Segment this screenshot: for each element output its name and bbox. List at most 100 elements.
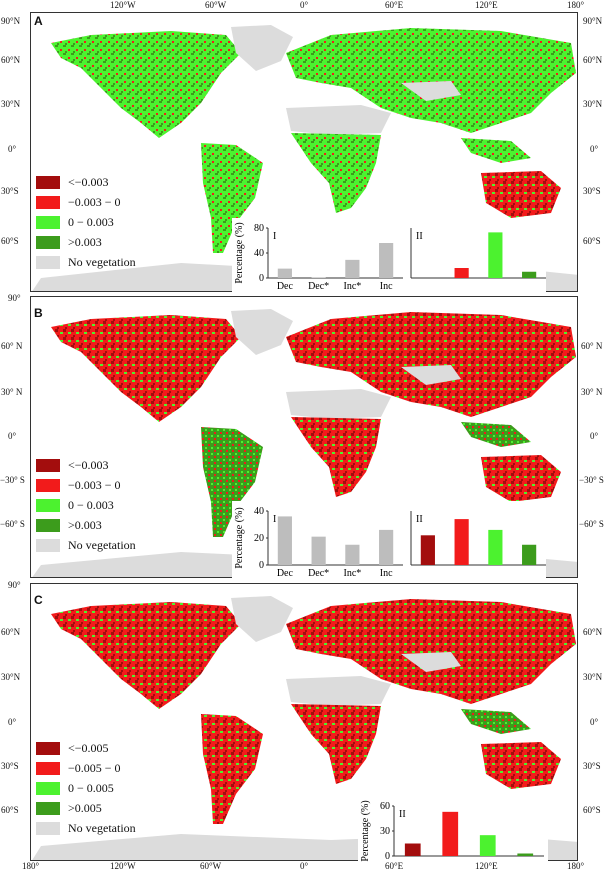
y-tick-label: 40 (254, 248, 264, 259)
lon-label: 120°W (110, 861, 136, 871)
lat-label: 60°S (583, 236, 601, 246)
y-tick-label: 80 (254, 223, 264, 234)
legend-swatch (36, 821, 60, 835)
lat-label: 30°N (583, 99, 603, 109)
bar (517, 853, 534, 856)
bar (311, 536, 326, 565)
lat-label: 90°N (583, 16, 603, 26)
panel-letter: A (34, 14, 43, 28)
lat-label: 30°N (1, 99, 21, 109)
legend-item: No vegetation (36, 818, 136, 838)
eurasia (286, 599, 576, 704)
lat-label: 30°N (1, 672, 21, 682)
lat-label: 90° (8, 293, 21, 303)
north-america (51, 602, 241, 709)
legend-swatch (36, 498, 60, 512)
legend-item: No vegetation (36, 252, 136, 272)
bar (454, 519, 469, 565)
lat-label: 0° (590, 144, 599, 154)
se-asia (461, 138, 531, 163)
legend-swatch (36, 175, 60, 189)
legend-label: >0.003 (68, 234, 102, 249)
tibet-desert (401, 365, 461, 385)
inset-chart: Percentage (%) 0 20 40 I Dec Dec* Inc* Inc II (234, 506, 546, 579)
legend-swatch (36, 538, 60, 552)
legend-label: No vegetation (68, 820, 136, 835)
eurasia (286, 28, 576, 133)
lat-label: 30°S (1, 186, 19, 196)
panel-a: 120°W 60°W 0° 60°E 120°E 180° 90°N 60°N … (0, 0, 605, 292)
legend-swatch (36, 255, 60, 269)
bar (522, 271, 537, 278)
map-legend: <−0.005 −0.005 − 0 0 − 0.005 >0.005 No v… (36, 738, 136, 838)
lon-label: 120°E (475, 861, 498, 871)
panel-letter: B (34, 306, 43, 320)
australia (481, 742, 561, 789)
africa (291, 704, 381, 784)
map-canvas (32, 596, 577, 860)
subpanel-label: II (399, 809, 406, 820)
y-axis-label: Percentage (%) (360, 800, 371, 861)
bar (442, 811, 459, 856)
north-america (51, 315, 241, 422)
y-tick-label: 0 (259, 273, 264, 284)
bar (277, 268, 292, 278)
lat-label: 60°S (583, 805, 601, 815)
legend-item: >0.003 (36, 232, 136, 252)
legend-label: <−0.005 (68, 740, 109, 755)
north-america (51, 31, 241, 138)
bar (311, 277, 326, 278)
bar (522, 544, 537, 565)
y-tick-label: 40 (254, 506, 264, 517)
south-america (201, 427, 263, 537)
lat-label: 30° N (1, 387, 23, 397)
lat-label: −30° S (0, 475, 25, 485)
x-tick-label: Inc* (343, 281, 361, 292)
bar (420, 535, 435, 565)
y-tick-label: 20 (254, 533, 264, 544)
legend-item: −0.005 − 0 (36, 758, 136, 778)
legend-swatch (36, 518, 60, 532)
south-america (201, 143, 263, 253)
lon-label: 180° (567, 0, 585, 10)
lat-label: 30°S (1, 761, 19, 771)
legend-label: −0.003 − 0 (68, 194, 121, 209)
tibet-desert (401, 652, 461, 672)
desert (286, 676, 391, 706)
eurasia (286, 312, 576, 417)
legend-swatch (36, 781, 60, 795)
bar (488, 232, 503, 278)
legend-item: >0.005 (36, 798, 136, 818)
bar (379, 529, 394, 565)
legend-item: −0.003 − 0 (36, 192, 136, 212)
legend-label: No vegetation (68, 537, 136, 552)
lat-label: 0° (8, 144, 17, 154)
legend-swatch (36, 195, 60, 209)
map-canvas (32, 25, 577, 291)
bar (277, 516, 292, 565)
legend-label: 0 − 0.003 (68, 497, 114, 512)
legend-label: −0.003 − 0 (68, 477, 121, 492)
lat-label: 30° N (581, 387, 603, 397)
lon-label: 60°E (385, 861, 404, 871)
greenland (231, 596, 293, 642)
lat-label: 90°N (1, 16, 21, 26)
map-legend: <−0.003 −0.003 − 0 0 − 0.003 >0.003 No v… (36, 455, 136, 555)
panel-c: 90° 60°N 30°N 0° 30°S 60°S 60°N 30°N 0° … (0, 580, 605, 875)
legend-item: 0 − 0.003 (36, 212, 136, 232)
legend-label: 0 − 0.003 (68, 214, 114, 229)
lat-label: 60°N (583, 55, 603, 65)
south-america (201, 714, 263, 824)
legend-label: <−0.003 (68, 457, 109, 472)
panel-letter: C (34, 593, 43, 607)
lon-label: 180° (22, 861, 40, 871)
legend-swatch (36, 478, 60, 492)
se-asia (461, 422, 531, 447)
subpanel-label: I (273, 514, 276, 525)
lon-label: 120°E (475, 0, 498, 10)
lat-label: 90° (8, 580, 21, 590)
y-tick-label: 0 (259, 560, 264, 571)
africa (291, 133, 381, 213)
legend-swatch (36, 741, 60, 755)
subpanel-label: II (416, 514, 423, 525)
